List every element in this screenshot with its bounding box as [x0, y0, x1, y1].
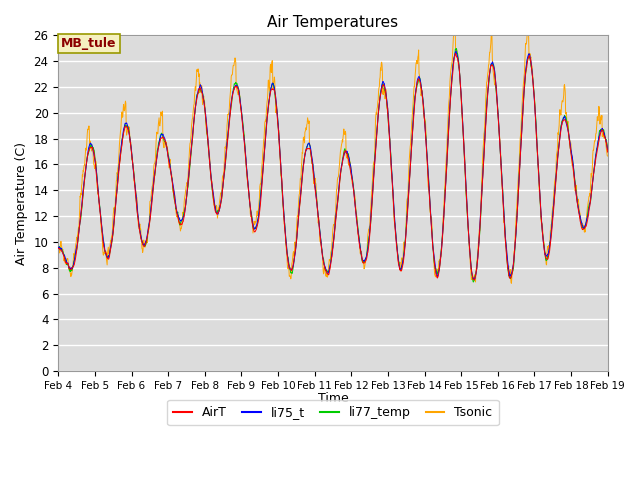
Line: li75_t: li75_t — [58, 51, 607, 279]
li75_t — [491, 68, 499, 73]
li77_temp — [452, 46, 460, 51]
li75_t — [177, 218, 184, 224]
li77_temp — [419, 91, 426, 97]
li77_temp — [540, 235, 547, 240]
li77_temp — [163, 146, 171, 152]
Tsonic — [419, 88, 426, 94]
Line: Tsonic: Tsonic — [58, 36, 607, 283]
AirT — [238, 114, 246, 120]
li75_t — [163, 147, 171, 153]
AirT — [177, 221, 184, 227]
li77_temp — [469, 279, 477, 285]
Y-axis label: Air Temperature (C): Air Temperature (C) — [15, 142, 28, 265]
li77_temp — [238, 112, 246, 118]
li75_t — [471, 276, 479, 282]
AirT — [163, 145, 171, 151]
Line: AirT: AirT — [58, 53, 607, 280]
Tsonic — [604, 153, 611, 159]
Line: li77_temp: li77_temp — [58, 48, 607, 282]
li77_temp — [54, 245, 62, 251]
AirT — [470, 277, 478, 283]
Tsonic — [177, 228, 184, 234]
li75_t — [452, 48, 460, 54]
Text: MB_tule: MB_tule — [61, 37, 116, 50]
li77_temp — [491, 69, 499, 74]
AirT — [540, 237, 547, 242]
Tsonic — [490, 79, 498, 84]
li75_t — [540, 237, 547, 242]
Tsonic — [508, 280, 515, 286]
li77_temp — [604, 146, 611, 152]
li77_temp — [177, 220, 184, 226]
AirT — [451, 50, 459, 56]
Tsonic — [163, 144, 171, 150]
AirT — [491, 70, 499, 76]
AirT — [54, 245, 62, 251]
li75_t — [238, 112, 246, 118]
li75_t — [54, 244, 62, 250]
Legend: AirT, li75_t, li77_temp, Tsonic: AirT, li75_t, li77_temp, Tsonic — [167, 400, 499, 425]
Title: Air Temperatures: Air Temperatures — [268, 15, 399, 30]
Tsonic — [54, 248, 62, 253]
li75_t — [604, 147, 611, 153]
Tsonic — [450, 33, 458, 38]
Tsonic — [540, 233, 547, 239]
AirT — [419, 91, 426, 97]
X-axis label: Time: Time — [317, 392, 348, 405]
Tsonic — [238, 114, 246, 120]
li75_t — [419, 90, 426, 96]
AirT — [604, 149, 611, 155]
